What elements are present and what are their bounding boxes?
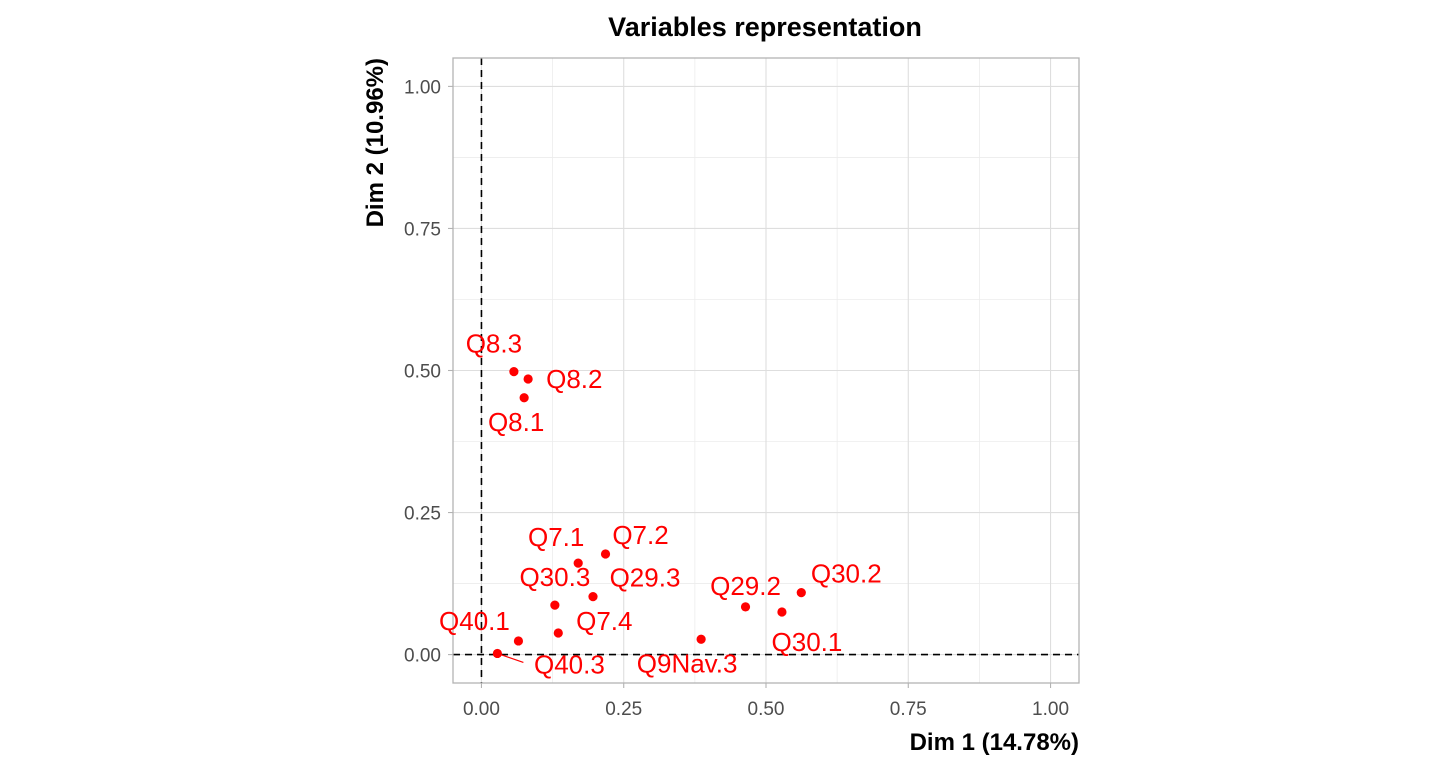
point-label: Q30.2 (811, 559, 882, 589)
y-axis-title: Dim 2 (10.96%) (362, 58, 389, 227)
point-label: Q30.3 (519, 562, 590, 592)
y-tick-label: 0.25 (404, 504, 441, 525)
data-point (573, 558, 583, 568)
point-label: Q40.1 (439, 606, 510, 636)
data-point (796, 588, 806, 598)
point-label: Q29.2 (710, 571, 781, 601)
data-point (553, 628, 563, 638)
data-point (519, 393, 529, 403)
data-point (523, 374, 533, 384)
data-point (588, 592, 598, 602)
point-label: Q8.2 (546, 364, 602, 394)
reference-lines (453, 58, 1079, 683)
y-tick-label: 0.50 (404, 362, 441, 383)
y-tick-label: 1.00 (404, 77, 441, 98)
point-label: Q40.3 (534, 649, 605, 679)
point-label: Q7.2 (612, 520, 668, 550)
y-tick-label: 0.00 (404, 646, 441, 667)
x-tick-label: 0.50 (748, 699, 785, 720)
x-tick-label: 0.75 (890, 699, 927, 720)
point-label: Q29.3 (610, 563, 681, 593)
point-label: Q30.1 (772, 627, 843, 657)
point-label: Q7.1 (528, 522, 584, 552)
y-tick-label: 0.75 (404, 219, 441, 240)
data-point (492, 648, 502, 659)
data-point (509, 367, 519, 377)
axis-ticks: 0.00 0.25 0.50 0.75 1.00 0.00 0.25 0.50 0.75 1.00 (404, 77, 1069, 720)
x-tick-label: 0.00 (463, 699, 500, 720)
data-point (550, 600, 560, 610)
x-tick-label: 1.00 (1032, 699, 1069, 720)
x-tick-label: 0.25 (605, 699, 642, 720)
point-label: Q8.3 (466, 329, 522, 359)
data-point (740, 602, 751, 612)
point-label: Q7.4 (576, 606, 632, 636)
data-point (513, 636, 524, 646)
data-point (600, 549, 611, 559)
point-label: Q8.1 (488, 407, 544, 437)
data-point (696, 634, 706, 644)
point-labels: Q8.3 Q8.2Q8.1 Q7.1 Q7.2 Q30.3 Q29.3 Q7.4 Q40.1 Q… (439, 329, 882, 680)
grid (453, 58, 1079, 683)
data-points (492, 367, 806, 659)
data-point (777, 607, 787, 617)
x-axis-title: Dim 1 (14.78%) (910, 729, 1079, 756)
chart-title: Variables representation (608, 12, 922, 42)
point-label: Q9Nav.3 (637, 648, 738, 678)
